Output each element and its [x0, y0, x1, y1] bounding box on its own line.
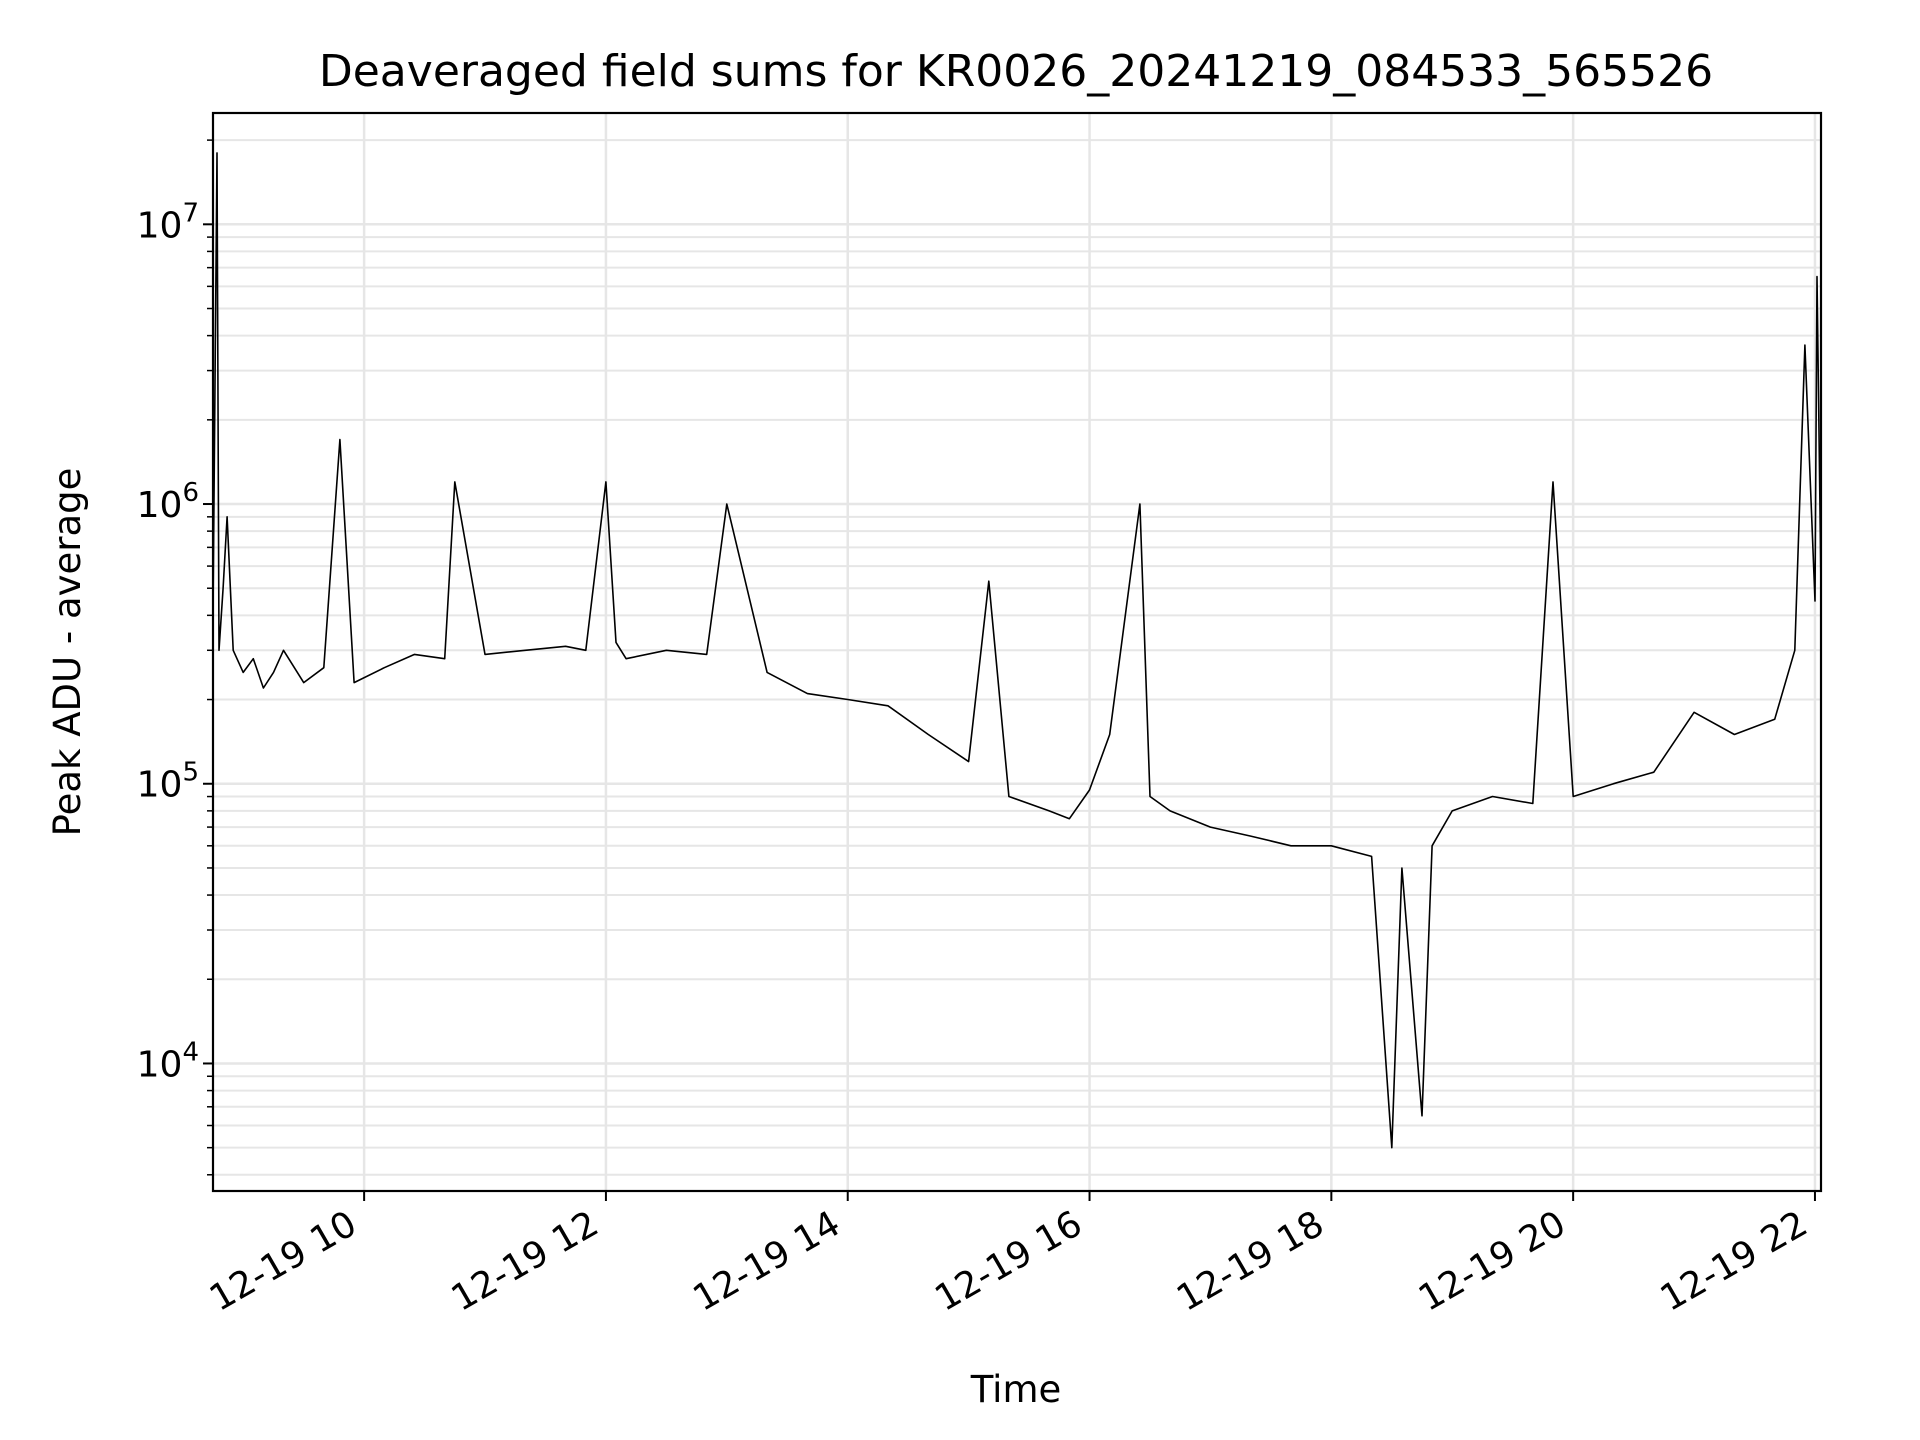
y-tick-label: 107 [137, 198, 199, 246]
plot-frame [211, 111, 1823, 1193]
grid [213, 113, 1821, 1191]
y-tick-label: 105 [137, 758, 199, 806]
x-axis-label: Time [970, 1368, 1062, 1411]
y-tick-label: 104 [137, 1037, 199, 1085]
chart-title: Deaveraged field sums for KR0026_2024121… [319, 46, 1713, 97]
y-axis-label: Peak ADU - average [46, 468, 89, 837]
y-tick-label: 106 [137, 478, 199, 526]
series-line [213, 152, 1821, 1149]
y-axis: 104 105 106 107 [137, 139, 213, 1176]
plot-area [213, 152, 1821, 1149]
